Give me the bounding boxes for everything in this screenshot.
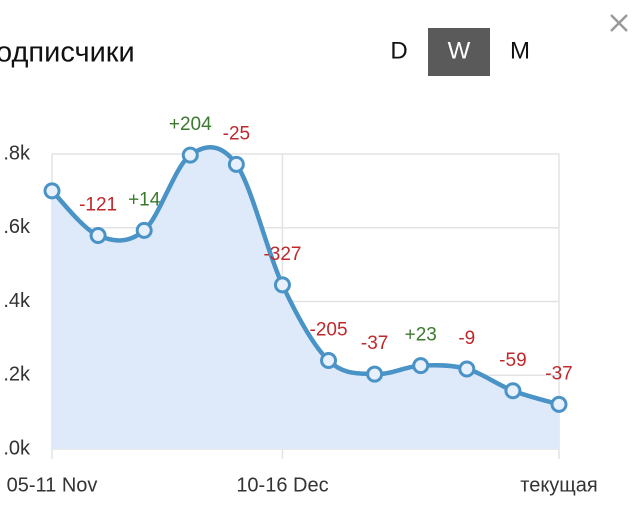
x-tick-label: 05-11 Nov xyxy=(7,474,98,496)
x-tick-label: текущая xyxy=(520,474,597,496)
point xyxy=(43,182,61,200)
period-button[interactable]: M xyxy=(510,37,530,64)
point xyxy=(412,357,430,375)
period-button[interactable]: D xyxy=(390,37,407,64)
point xyxy=(227,155,245,173)
change-label: +23 xyxy=(405,325,437,346)
point xyxy=(366,365,384,383)
change-label: -205 xyxy=(310,320,348,341)
chart-title: одписчики xyxy=(0,37,135,69)
point xyxy=(504,382,522,400)
change-label: -59 xyxy=(499,350,526,371)
change-label: +14 xyxy=(128,189,161,210)
y-tick-label: .4k xyxy=(3,290,31,312)
change-label: -121 xyxy=(79,195,117,216)
point xyxy=(181,146,199,164)
y-tick-label: .8k xyxy=(3,142,31,164)
button-selected-bg xyxy=(428,28,490,76)
close-icon[interactable] xyxy=(610,14,628,32)
change-label: -9 xyxy=(458,328,475,349)
y-tick-label: .6k xyxy=(3,216,31,238)
change-label: -37 xyxy=(545,363,572,384)
point xyxy=(273,276,291,294)
change-label: -37 xyxy=(361,333,388,354)
point xyxy=(550,395,568,413)
point xyxy=(89,226,107,244)
change-label: +204 xyxy=(169,114,212,135)
change-label: -327 xyxy=(263,244,301,265)
point xyxy=(135,221,153,239)
point xyxy=(320,352,338,369)
change-label: -25 xyxy=(223,123,250,144)
x-tick-label: 10-16 Dec xyxy=(236,474,328,496)
period-button[interactable]: W xyxy=(448,37,471,64)
area xyxy=(52,147,559,449)
y-tick-label: .0k xyxy=(3,437,31,459)
point xyxy=(458,360,476,378)
y-tick-label: .2k xyxy=(3,364,31,386)
